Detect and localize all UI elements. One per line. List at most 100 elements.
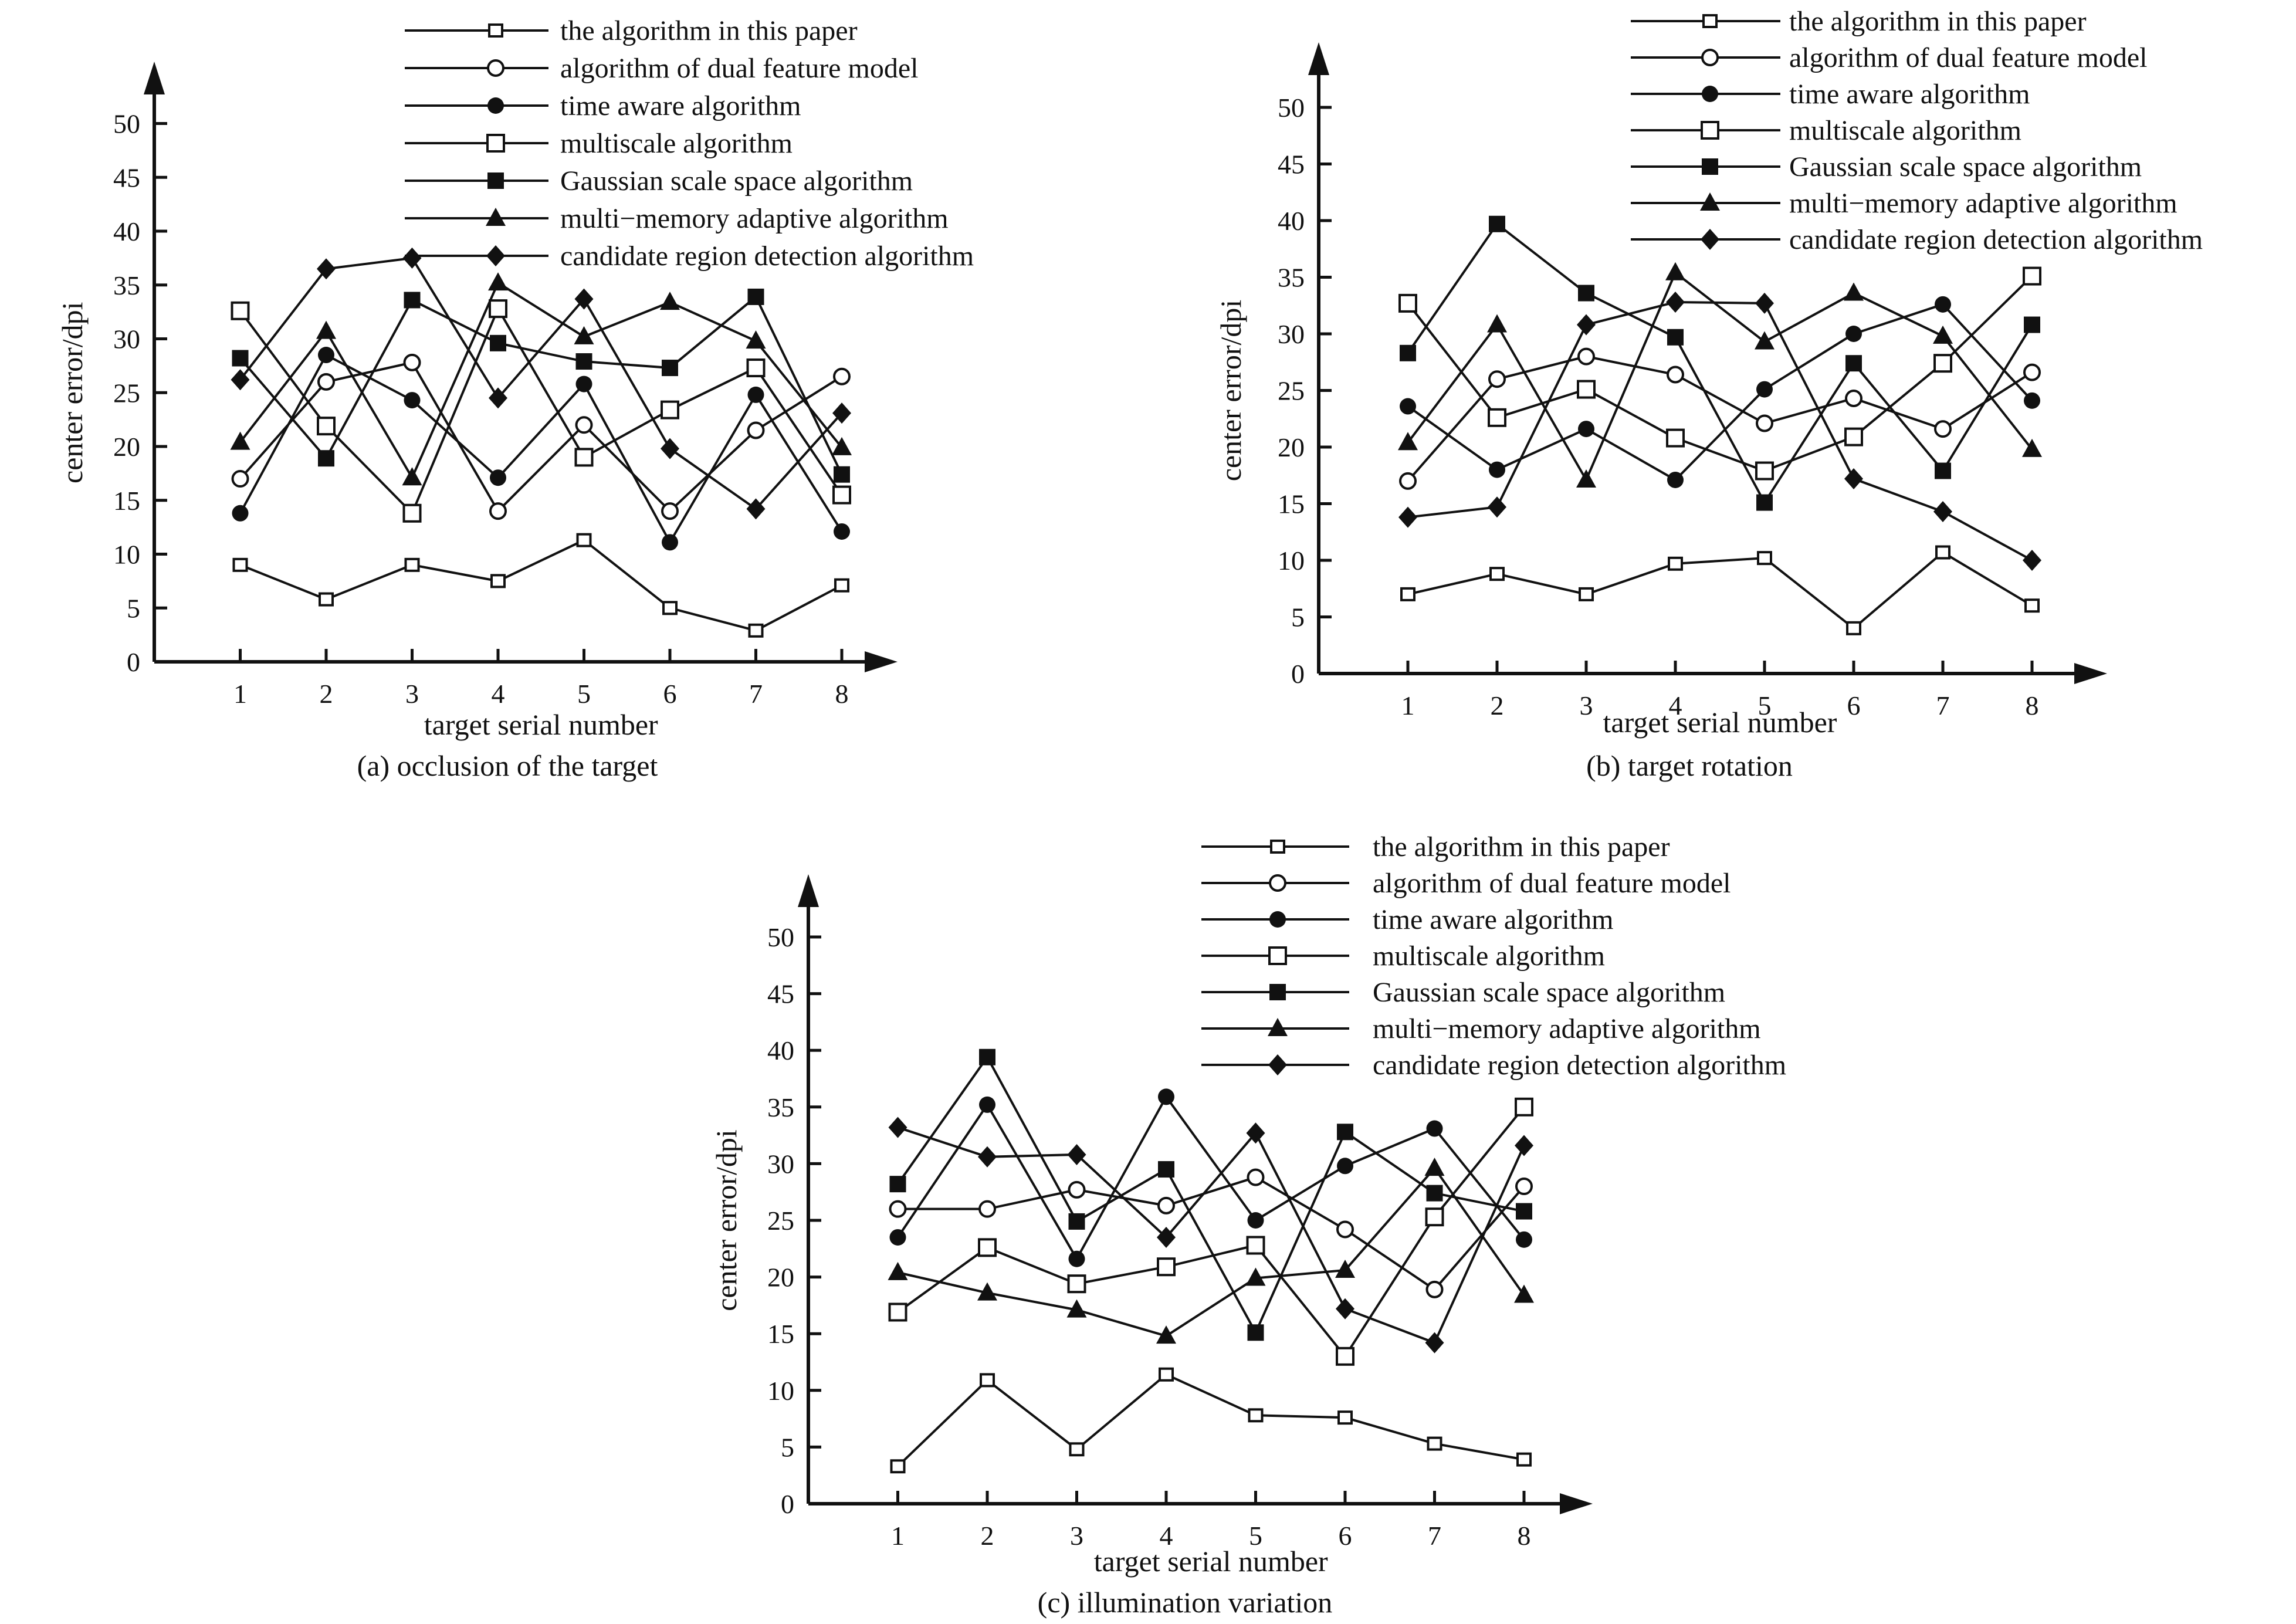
y-tick-label: 15: [767, 1319, 794, 1349]
data-point: [747, 386, 764, 403]
data-point: [1247, 1212, 1264, 1229]
y-axis-arrow: [798, 874, 819, 907]
series-multi-memory-adaptive-algorithm: [1398, 262, 2042, 488]
legend-item: multiscale algorithm: [405, 128, 793, 159]
series-line: [239, 295, 843, 475]
data-point: [1426, 1120, 1443, 1137]
series-multiscale-algorithm: [231, 299, 851, 523]
data-point: [1487, 314, 1507, 333]
data-point: [489, 502, 507, 520]
data-point: [1516, 1452, 1532, 1467]
data-point: [1068, 1250, 1085, 1267]
legend-item: the algorithm in this paper: [1631, 6, 2087, 37]
series-the-algorithm-in-this-paper: [890, 1367, 1532, 1474]
legend-label: multiscale algorithm: [1373, 940, 1605, 972]
data-point: [1933, 325, 1953, 344]
series-line: [896, 1055, 1525, 1335]
legend-label: the algorithm in this paper: [1789, 6, 2087, 37]
y-tick-label: 30: [767, 1149, 794, 1179]
legend-item: the algorithm in this paper: [405, 15, 858, 46]
series-gaussian-scale-space-algorithm: [232, 288, 850, 483]
data-point: [2023, 550, 2041, 571]
legend-marker: [1700, 192, 1720, 211]
data-point: [1756, 381, 1773, 398]
data-point: [1400, 344, 1416, 361]
legend-marker: [1702, 14, 1718, 28]
data-point: [1846, 621, 1861, 635]
data-point: [1515, 1178, 1533, 1196]
y-tick-label: 45: [1278, 150, 1305, 180]
y-tick-label: 10: [1278, 546, 1305, 576]
data-point: [1424, 1158, 1445, 1176]
data-point: [403, 353, 421, 371]
legend-item: the algorithm in this paper: [1201, 831, 1670, 862]
data-point: [1516, 1203, 1532, 1220]
legend-item: algorithm of dual feature model: [405, 53, 918, 84]
data-point: [662, 534, 678, 551]
legend-item: multiscale algorithm: [1631, 115, 2021, 146]
data-point: [232, 505, 249, 522]
legend-marker: [487, 172, 504, 189]
data-point: [317, 417, 336, 436]
data-point: [1935, 296, 1951, 313]
y-tick-label: 45: [767, 979, 794, 1009]
legend-marker: [1701, 229, 1719, 250]
legend-marker: [1270, 840, 1285, 854]
x-axis-arrow: [865, 651, 898, 672]
data-point: [1488, 496, 1506, 518]
series-algorithm-of-dual-feature-model: [889, 1168, 1533, 1298]
legend-item: multiscale algorithm: [1201, 940, 1605, 972]
data-point: [662, 360, 678, 377]
data-point: [1488, 370, 1506, 388]
data-point: [1666, 291, 1685, 313]
x-tick-label: 6: [1847, 691, 1861, 720]
legend-marker: [1268, 1018, 1288, 1036]
legend-marker: [488, 23, 503, 38]
data-point: [888, 1261, 908, 1280]
series-line: [1407, 275, 2033, 472]
data-point: [889, 1229, 906, 1246]
data-point: [402, 467, 422, 486]
series-time-aware-algorithm: [1400, 296, 2040, 488]
legend-label: algorithm of dual feature model: [1373, 868, 1731, 899]
data-point: [748, 623, 764, 638]
data-point: [2024, 316, 2040, 333]
data-point: [1426, 1185, 1443, 1202]
data-point: [232, 350, 249, 367]
data-point: [1757, 551, 1772, 566]
data-point: [1246, 1236, 1265, 1255]
data-point: [1158, 1161, 1174, 1178]
data-point: [1157, 1226, 1176, 1248]
data-point: [402, 503, 422, 523]
data-point: [1666, 428, 1685, 448]
series-line: [1407, 270, 2033, 483]
data-point: [1067, 1143, 1086, 1165]
data-point: [575, 353, 592, 370]
data-point: [1427, 1436, 1442, 1451]
legend-marker: [487, 97, 504, 114]
series-multiscale-algorithm: [1398, 266, 2041, 481]
x-axis-title: target serial number: [1094, 1545, 1328, 1578]
legend-item: multi−memory adaptive algorithm: [405, 203, 949, 234]
data-point: [317, 373, 335, 391]
series-line: [1407, 551, 2033, 630]
data-point: [661, 502, 679, 520]
data-point: [574, 448, 594, 467]
data-point: [979, 1096, 995, 1113]
data-point: [1247, 1168, 1265, 1186]
data-point: [889, 1200, 907, 1218]
data-point: [1425, 1280, 1444, 1298]
data-point: [404, 557, 420, 572]
data-point: [1336, 1298, 1354, 1320]
series-line: [239, 256, 843, 511]
x-tick-label: 8: [1518, 1521, 1531, 1551]
data-point: [1248, 1408, 1264, 1423]
data-point: [1157, 1257, 1176, 1277]
data-point: [1515, 1135, 1533, 1156]
legend-marker: [1701, 49, 1719, 66]
y-tick-label: 25: [767, 1206, 794, 1236]
data-point: [404, 392, 421, 409]
data-point: [1400, 587, 1415, 601]
y-tick-label: 15: [1278, 489, 1305, 519]
